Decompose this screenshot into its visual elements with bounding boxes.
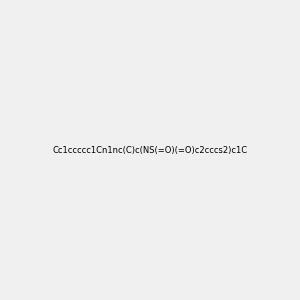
Text: Cc1ccccc1Cn1nc(C)c(NS(=O)(=O)c2cccs2)c1C: Cc1ccccc1Cn1nc(C)c(NS(=O)(=O)c2cccs2)c1C xyxy=(52,146,247,154)
